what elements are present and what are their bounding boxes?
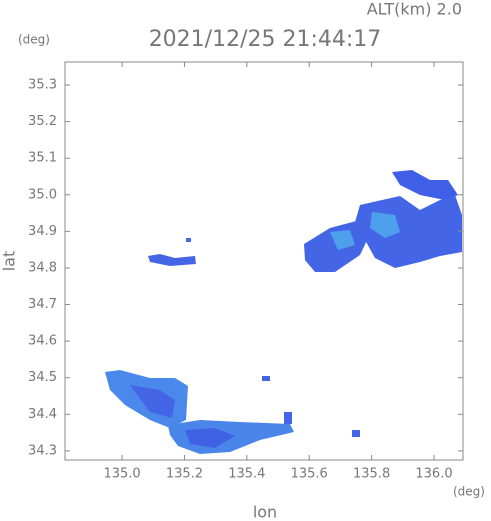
x-tick-label: 136.0 xyxy=(415,467,452,482)
radar-echoes xyxy=(105,170,462,454)
y-tick-label: 34.8 xyxy=(28,260,57,275)
x-tick-label: 135.2 xyxy=(166,467,203,482)
y-tick-label: 35.1 xyxy=(28,151,57,166)
y-tick-label: 34.6 xyxy=(28,334,57,349)
y-tick-label: 35.0 xyxy=(28,187,57,202)
y-tick-label: 34.7 xyxy=(28,297,57,312)
y-tick-label: 35.2 xyxy=(28,114,57,129)
x-tick-label: 135.6 xyxy=(291,467,328,482)
chart-title: 2021/12/25 21:44:17 xyxy=(149,27,382,52)
y-unit: (deg) xyxy=(18,33,50,47)
plot-frame xyxy=(64,61,464,461)
y-tick-label: 34.5 xyxy=(28,370,57,385)
x-tick-label: 135.8 xyxy=(353,467,390,482)
y-tick-label: 34.4 xyxy=(28,407,57,422)
subtitle: ALT(km) 2.0 xyxy=(367,0,462,19)
y-tick-label: 35.3 xyxy=(28,78,57,93)
y-axis-label: lat xyxy=(0,251,19,272)
x-tick-label: 135.4 xyxy=(228,467,265,482)
x-tick-label: 135.0 xyxy=(103,467,140,482)
y-tick-label: 34.3 xyxy=(28,443,57,458)
y-tick-label: 34.9 xyxy=(28,224,57,239)
x-axis-label: lon xyxy=(253,503,277,521)
x-unit: (deg) xyxy=(453,485,485,499)
